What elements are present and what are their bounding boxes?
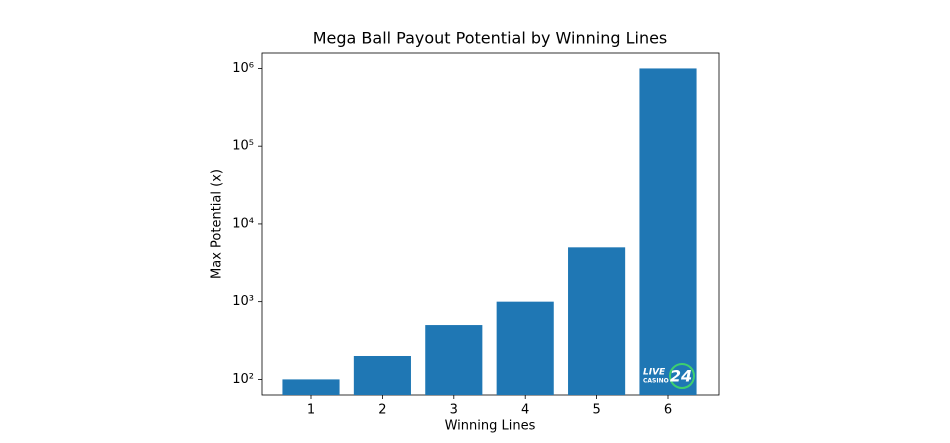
x-tick-label: 6 (664, 403, 672, 418)
y-tick-label: 10⁵ (232, 139, 254, 154)
x-axis-label: Winning Lines (445, 419, 536, 434)
bar (353, 355, 411, 395)
bar (425, 325, 483, 395)
x-tick-label: 1 (307, 403, 315, 418)
x-tick-label: 2 (378, 403, 386, 418)
y-tick-label: 10² (232, 372, 254, 387)
bar (496, 301, 554, 395)
y-tick-label: 10⁶ (232, 61, 254, 76)
y-tick-label: 10⁴ (232, 216, 254, 231)
watermark-number: 24 (670, 367, 692, 386)
x-tick-label: 4 (521, 403, 529, 418)
watermark-text: LIVE (643, 368, 666, 378)
y-axis-label: Max Potential (x) (210, 169, 225, 279)
x-tick-label: 5 (592, 403, 600, 418)
watermark-text: CASINO (643, 378, 669, 385)
bar (568, 247, 626, 395)
x-tick-label: 3 (450, 403, 458, 418)
watermark-ring (669, 363, 695, 389)
bar (639, 68, 697, 395)
y-tick-label: 10³ (232, 294, 254, 309)
chart-title: Mega Ball Payout Potential by Winning Li… (313, 29, 668, 48)
bar (282, 379, 340, 395)
